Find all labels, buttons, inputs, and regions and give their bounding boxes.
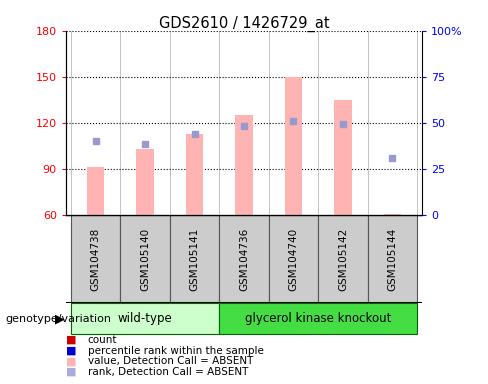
Bar [219, 303, 417, 334]
Text: GSM104738: GSM104738 [91, 228, 101, 291]
Text: GSM105144: GSM105144 [387, 228, 397, 291]
Bar [235, 115, 253, 215]
Bar [87, 167, 104, 215]
Text: GSM105140: GSM105140 [140, 228, 150, 291]
Bar [269, 215, 318, 303]
Bar [136, 149, 154, 215]
Bar [367, 215, 417, 303]
Text: genotype/variation: genotype/variation [5, 314, 111, 324]
Text: glycerol kinase knockout: glycerol kinase knockout [245, 312, 391, 325]
Text: GSM104740: GSM104740 [288, 228, 299, 291]
Bar [334, 100, 352, 215]
Text: GSM105141: GSM105141 [189, 228, 200, 291]
Bar [121, 215, 170, 303]
Text: value, Detection Call = ABSENT: value, Detection Call = ABSENT [88, 356, 253, 366]
Text: GSM105142: GSM105142 [338, 228, 348, 291]
Text: ■: ■ [66, 335, 77, 345]
Text: GSM104736: GSM104736 [239, 228, 249, 291]
Bar [170, 215, 219, 303]
Text: count: count [88, 335, 117, 345]
Text: ■: ■ [66, 356, 77, 366]
Text: GDS2610 / 1426729_at: GDS2610 / 1426729_at [159, 15, 329, 31]
Bar [219, 215, 269, 303]
Bar [71, 303, 219, 334]
Text: ■: ■ [66, 367, 77, 377]
Bar [285, 77, 302, 215]
Bar [384, 214, 401, 215]
Text: rank, Detection Call = ABSENT: rank, Detection Call = ABSENT [88, 367, 248, 377]
Text: ▶: ▶ [55, 312, 64, 325]
Bar [186, 134, 203, 215]
Bar [318, 215, 367, 303]
Text: ■: ■ [66, 346, 77, 356]
Text: percentile rank within the sample: percentile rank within the sample [88, 346, 264, 356]
Bar [71, 215, 121, 303]
Text: wild-type: wild-type [118, 312, 172, 325]
